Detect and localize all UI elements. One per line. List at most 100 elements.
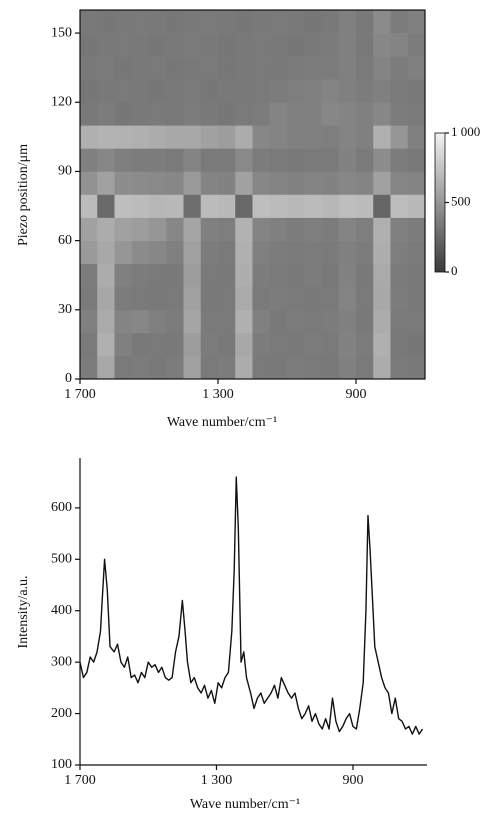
heatmap-cell	[356, 148, 374, 172]
heatmap-cell	[321, 125, 340, 149]
heatmap-cell	[356, 194, 374, 218]
heatmap-cell	[149, 102, 167, 126]
heatmap-cell	[218, 102, 236, 126]
heatmap-cell	[218, 309, 236, 334]
x-axis-label: Wave number/cm⁻¹	[190, 797, 300, 812]
heatmap-cell	[218, 10, 236, 34]
heatmap-cell	[235, 125, 253, 149]
heatmap-cell	[321, 309, 340, 334]
heatmap-cell	[287, 263, 305, 288]
heatmap-cell	[166, 309, 184, 334]
heatmap-cell	[200, 194, 219, 218]
heatmap-cell	[149, 148, 167, 172]
heatmap-cell	[321, 171, 340, 195]
heatmap-cell	[97, 33, 115, 57]
heatmap-cell	[252, 194, 271, 218]
heatmap-cell	[200, 332, 219, 357]
heatmap-cell	[390, 125, 409, 149]
heatmap-cell	[114, 56, 133, 80]
heatmap-cell	[200, 10, 219, 34]
heatmap-cell	[407, 33, 426, 57]
heatmap-cell	[114, 10, 133, 34]
heatmap-cell	[407, 240, 426, 264]
heatmap-cell	[356, 332, 374, 357]
heatmap-cell	[114, 79, 133, 103]
y-tick-label: 300	[51, 654, 72, 669]
heatmap-cell	[114, 148, 133, 172]
heatmap-cell	[390, 79, 409, 103]
heatmap-cell	[200, 263, 219, 288]
heatmap-cell	[149, 309, 167, 334]
heatmap-cell	[287, 286, 305, 311]
heatmap-cell	[407, 263, 426, 288]
heatmap-cell	[218, 217, 236, 241]
x-tick-label: 1 700	[64, 773, 96, 788]
heatmap-cell	[287, 332, 305, 357]
heatmap-cell	[321, 10, 340, 34]
heatmap-cell	[149, 332, 167, 357]
heatmap-cell	[304, 148, 322, 172]
heatmap-cell	[390, 332, 409, 357]
heatmap-cell	[390, 240, 409, 264]
heatmap-cell	[218, 56, 236, 80]
heatmap-cell	[304, 217, 322, 241]
heatmap-cell	[338, 56, 357, 80]
heatmap-cell	[183, 33, 202, 57]
heatmap-cell	[338, 33, 357, 57]
heatmap-cell	[200, 309, 219, 334]
heatmap-cell	[114, 102, 133, 126]
heatmap-cell	[166, 56, 184, 80]
heatmap-cell	[321, 194, 340, 218]
heatmap-cell	[287, 10, 305, 34]
heatmap-cell	[252, 56, 271, 80]
heatmap-cell	[97, 125, 115, 149]
heatmap-cell	[338, 355, 357, 380]
heatmap-cell	[269, 240, 288, 264]
heatmap-cell	[390, 33, 409, 57]
heatmap-cell	[235, 148, 253, 172]
heatmap-cell	[373, 125, 391, 149]
heatmap-cell	[287, 148, 305, 172]
heatmap-cell	[149, 10, 167, 34]
heatmap-cell	[338, 10, 357, 34]
heatmap-cell	[149, 194, 167, 218]
heatmap-cell	[235, 240, 253, 264]
heatmap-cell	[114, 194, 133, 218]
heatmap-cell	[131, 125, 150, 149]
heatmap-cell	[235, 171, 253, 195]
heatmap-cell	[235, 56, 253, 80]
heatmap-cell	[304, 171, 322, 195]
heatmap-cell	[80, 263, 98, 288]
heatmap-cell	[390, 217, 409, 241]
heatmap-cell	[356, 263, 374, 288]
heatmap-cell	[114, 355, 133, 380]
heatmap-cell	[321, 263, 340, 288]
heatmap-cell	[373, 355, 391, 380]
heatmap-cell	[269, 286, 288, 311]
heatmap-cell	[200, 355, 219, 380]
heatmap-cell	[114, 240, 133, 264]
heatmap-cell	[252, 263, 271, 288]
heatmap-cell	[390, 286, 409, 311]
heatmap-cell	[166, 240, 184, 264]
heatmap-cell	[131, 102, 150, 126]
heatmap-cell	[80, 125, 98, 149]
heatmap-cell	[407, 125, 426, 149]
heatmap-cell	[131, 10, 150, 34]
heatmap-cell	[304, 309, 322, 334]
heatmap-cell	[80, 217, 98, 241]
heatmap-cell	[183, 56, 202, 80]
y-tick-label: 200	[51, 706, 72, 721]
heatmap-cell	[218, 240, 236, 264]
heatmap-cell	[200, 102, 219, 126]
heatmap-cell	[183, 217, 202, 241]
heatmap-cell	[407, 102, 426, 126]
y-tick-label: 0	[65, 371, 72, 386]
heatmap-cell	[166, 10, 184, 34]
heatmap-cell	[183, 148, 202, 172]
heatmap-cell	[218, 148, 236, 172]
colorbar-tick-label: 0	[451, 263, 458, 278]
y-tick-label: 100	[51, 757, 72, 772]
heatmap-cell	[373, 10, 391, 34]
heatmap-cell	[252, 102, 271, 126]
